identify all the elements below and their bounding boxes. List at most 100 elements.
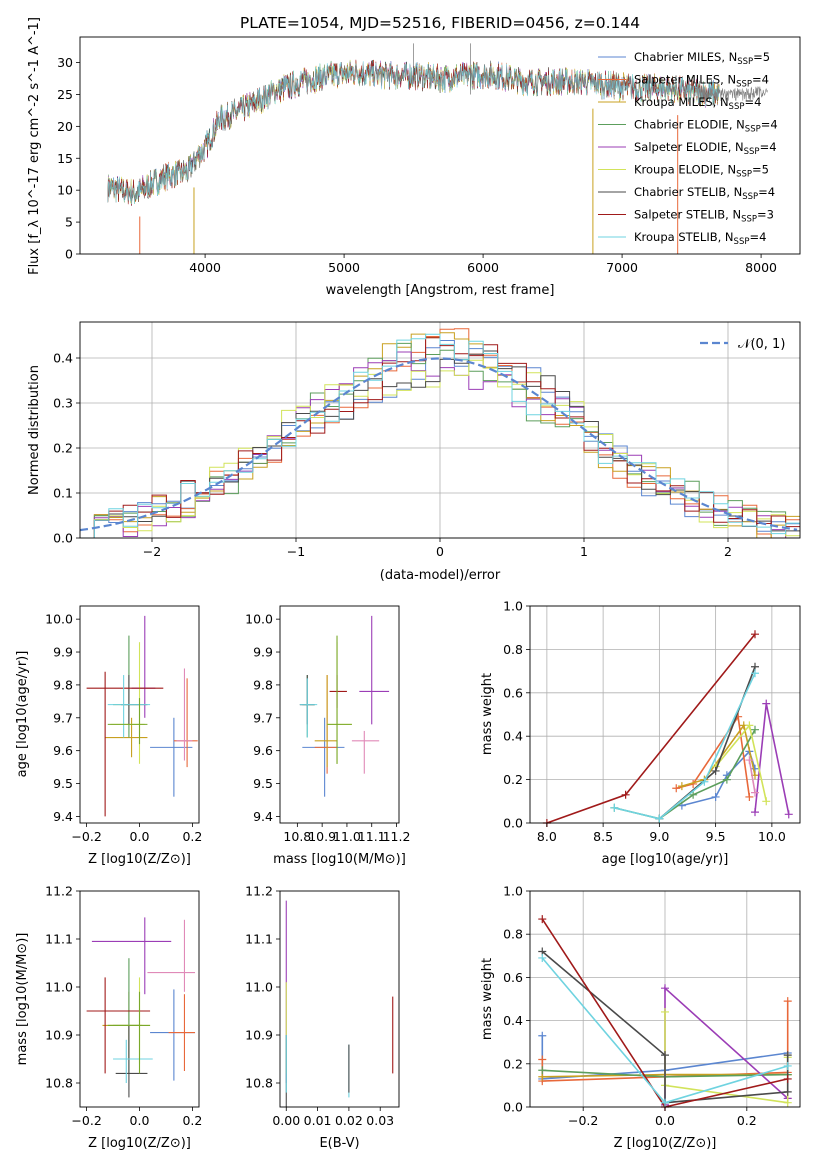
point-4 — [359, 615, 390, 725]
x-tick-label: 0.00 — [272, 1113, 300, 1128]
x-tick-label: 11.0 — [333, 829, 361, 844]
y-tick-label: 1.0 — [503, 884, 523, 899]
legend-label: Kroupa STELIB, NSSP=4 — [634, 230, 766, 247]
x-axis-label: mass [log10(M/M⊙)] — [273, 852, 406, 867]
plot-area — [299, 615, 390, 797]
axes-frame — [79, 36, 801, 255]
panel-spectrum: 4000 5000 6000 7000 8000 0 5 10 15 20 25 30 waveleng… — [27, 17, 801, 298]
x-tick-label: 5000 — [328, 260, 360, 275]
y-tick-label: 9.6 — [53, 743, 73, 758]
y-tick-label: 0 — [65, 247, 73, 262]
x-tick-label: 10.9 — [308, 829, 336, 844]
series-marker — [538, 1055, 547, 1064]
x-axis-label: wavelength [Angstrom, rest frame] — [326, 283, 555, 298]
x-tick-label: −0.2 — [568, 1113, 598, 1128]
figure-title: PLATE=1054, MJD=52516, FIBERID=0456, z=0… — [240, 14, 640, 32]
point-3 — [302, 675, 315, 738]
y-tick-label: 9.6 — [253, 743, 273, 758]
series-marker — [538, 953, 547, 962]
series-marker — [783, 1098, 792, 1107]
y-tick-label: 11.1 — [245, 932, 273, 947]
y-tick-label: 11.2 — [45, 884, 73, 899]
series-marker — [700, 777, 709, 786]
point-9 — [327, 635, 352, 764]
x-axis-label: (data-model)/error — [380, 568, 501, 583]
x-tick-label: 0.0 — [130, 829, 150, 844]
spectrum-tail — [698, 85, 768, 101]
series-marker — [711, 792, 720, 801]
y-tick-label: 0.4 — [53, 351, 73, 366]
series-marker — [661, 984, 669, 993]
y-tick-label: 25 — [57, 87, 73, 102]
x-tick-label: 8000 — [745, 260, 777, 275]
x-tick-label: 10.0 — [758, 829, 786, 844]
y-tick-label: 10.0 — [45, 612, 73, 627]
plots: 4000 5000 6000 7000 8000051015202530waveleng… — [15, 17, 801, 1151]
series-salpeter_elodie — [751, 699, 793, 819]
y-tick-label: 9.4 — [53, 809, 73, 824]
y-tick-label: 10.8 — [45, 1076, 73, 1091]
y-tick-label: 15 — [57, 151, 73, 166]
series-kroupa_elodie — [711, 721, 771, 806]
y-axis-label: age [log10(age/yr)] — [15, 651, 30, 778]
x-axis-label: Z [log10(Z/Z⊙)] — [614, 1136, 717, 1151]
x-tick-label: 6000 — [467, 260, 499, 275]
normal-curve — [80, 357, 798, 532]
point-6 — [115, 1025, 148, 1098]
series-marker — [689, 790, 698, 799]
x-tick-label: 10.8 — [283, 829, 311, 844]
series-kroupa_elodie — [661, 1007, 792, 1107]
series-marker — [751, 725, 759, 734]
x-tick-label: 9.0 — [649, 829, 669, 844]
y-tick-label: 20 — [57, 119, 73, 134]
y-tick-label: 10.8 — [245, 1076, 273, 1091]
series-kroupa_stelib — [538, 953, 792, 1107]
series-marker — [610, 803, 619, 812]
axes-frame — [279, 890, 400, 1108]
y-tick-label: 10.9 — [245, 1028, 273, 1043]
y-tick-label: 11.0 — [45, 980, 73, 995]
series-marker — [677, 782, 686, 791]
plot-area — [107, 43, 768, 254]
plot-area — [538, 915, 792, 1111]
series-marker — [762, 797, 771, 806]
y-tick-label: 0.8 — [503, 642, 523, 657]
x-tick-label: 8.5 — [593, 829, 613, 844]
series-marker — [783, 997, 792, 1006]
series-marker — [745, 756, 754, 765]
x-tick-label: 0.02 — [335, 1113, 363, 1128]
panel-weight-vs-age: 8.0 8.5 9.0 9.5 10.0 0.0 0.2 0.4 0.6 0.8 1.0 age [l… — [480, 599, 801, 867]
series-marker — [762, 699, 771, 708]
point-0 — [150, 717, 193, 797]
series-marker — [711, 766, 720, 775]
x-tick-label: 0.0 — [130, 1113, 150, 1128]
series-line — [714, 723, 768, 802]
y-tick-label: 11.2 — [245, 884, 273, 899]
y-tick-label: 0.3 — [53, 396, 73, 411]
y-tick-label: 9.5 — [53, 776, 73, 791]
x-tick-label: 0.03 — [366, 1113, 394, 1128]
series-marker — [751, 788, 759, 797]
y-axis-label: mass [log10(M/M⊙)] — [15, 933, 30, 1066]
series-marker — [672, 784, 681, 793]
y-tick-label: 0.2 — [53, 441, 73, 456]
legend-entry: Kroupa STELIB, NSSP=4 — [598, 230, 766, 247]
x-tick-label: 11.1 — [358, 829, 386, 844]
x-tick-label: 0.2 — [737, 1113, 757, 1128]
series-marker — [621, 790, 630, 799]
plot-area — [80, 328, 800, 538]
panel-mass-vs-ebv: 0.00 0.01 0.02 0.03 10.8 10.9 11.0 11.1 11.2 E(B-… — [245, 884, 400, 1151]
x-axis-label: E(B-V) — [319, 1136, 359, 1151]
y-tick-label: 9.8 — [253, 677, 273, 692]
y-tick-label: 0.4 — [503, 1013, 523, 1028]
series-line — [681, 723, 756, 787]
y-tick-label: 11.0 — [245, 980, 273, 995]
x-tick-label: 0.01 — [304, 1113, 332, 1128]
series-salpeter_elodie — [661, 984, 792, 1109]
x-tick-label: −0.2 — [71, 829, 101, 844]
series-marker — [783, 1087, 792, 1096]
legend-entry: Chabrier ELODIE, NSSP=4 — [598, 118, 778, 135]
y-tick-label: 0.2 — [503, 1056, 523, 1071]
point-2 — [314, 675, 338, 768]
panel-weight-vs-z: −0.2 0.0 0.2 0.0 0.2 0.4 0.6 0.8 1.0 Z [log10(Z/Z… — [480, 884, 801, 1151]
